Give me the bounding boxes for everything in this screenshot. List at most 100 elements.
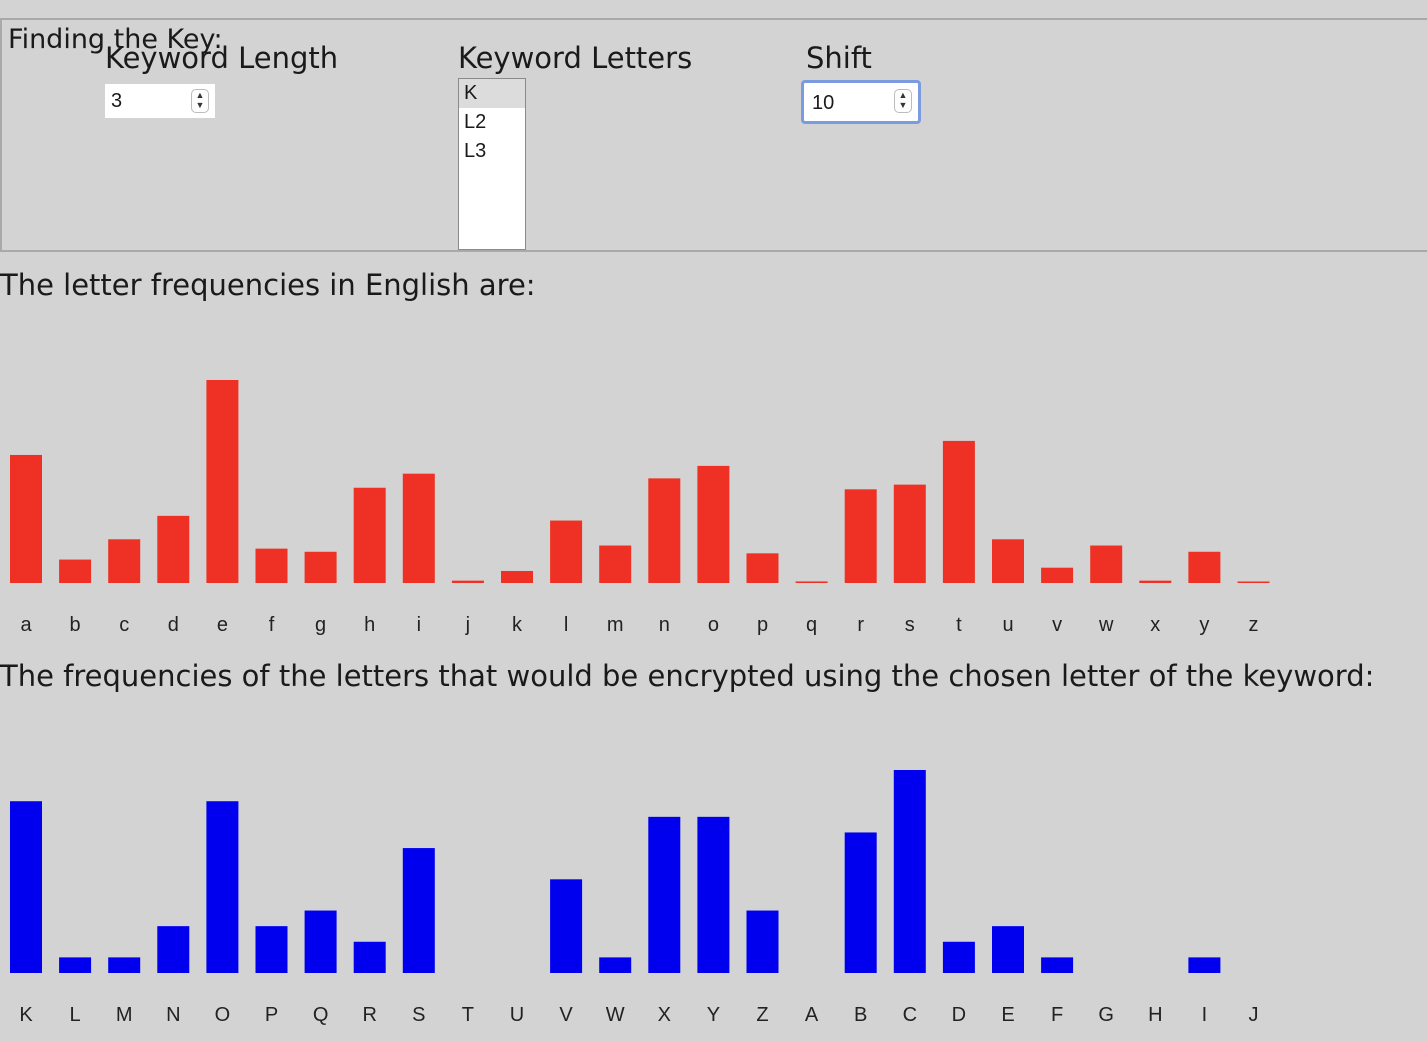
encrypted-tick-label: E: [1001, 1004, 1014, 1026]
english-tick-label: s: [905, 614, 915, 636]
encrypted-bar-D: [942, 941, 975, 973]
encrypted-tick-label: V: [559, 1004, 573, 1026]
keyword-letter-option[interactable]: K: [459, 79, 525, 108]
english-bar-f: [255, 548, 288, 583]
english-bar-b: [59, 559, 92, 583]
english-bar-k: [501, 570, 533, 583]
encrypted-bar-Y: [697, 816, 730, 973]
english-tick-label: u: [1002, 614, 1013, 636]
keyword-letters-list[interactable]: K L2 L3: [458, 78, 526, 250]
english-tick-label: n: [659, 614, 670, 636]
encrypted-tick-label: X: [658, 1004, 671, 1026]
encrypted-bar-X: [648, 816, 681, 973]
keyword-letters-label: Keyword Letters: [458, 41, 693, 75]
english-bar-h: [353, 487, 386, 583]
english-bar-s: [893, 484, 926, 583]
encrypted-tick-label: H: [1148, 1004, 1162, 1026]
encrypted-tick-label: Q: [313, 1004, 329, 1026]
encrypted-tick-label: B: [854, 1004, 867, 1026]
english-tick-label: t: [956, 614, 962, 636]
encrypted-bar-W: [599, 957, 632, 973]
encrypted-bar-F: [1041, 957, 1074, 973]
panel-legend: Finding the Key:: [8, 23, 227, 57]
encrypted-bar-N: [157, 926, 190, 973]
english-bar-y: [1188, 551, 1221, 583]
english-bar-o: [697, 465, 730, 583]
english-bar-i: [402, 473, 435, 583]
english-bar-e: [206, 380, 239, 583]
english-tick-label: o: [708, 614, 719, 636]
english-bar-a: [10, 454, 42, 583]
english-bar-v: [1041, 567, 1074, 583]
english-bar-q: [795, 581, 828, 583]
keyword-length-spinner[interactable]: 3 ▲ ▼: [105, 84, 215, 118]
encrypted-tick-label: U: [510, 1004, 524, 1026]
english-tick-label: b: [70, 614, 81, 636]
encrypted-bar-Q: [304, 910, 337, 973]
encrypted-tick-label: A: [805, 1004, 819, 1026]
encrypted-bar-L: [59, 957, 92, 973]
encrypted-bar-Z: [746, 910, 779, 973]
encrypted-tick-label: J: [1249, 1004, 1259, 1026]
spinner-arrows-icon[interactable]: ▲ ▼: [894, 89, 912, 113]
keyword-letter-option[interactable]: L3: [464, 140, 487, 162]
english-tick-label: f: [269, 614, 275, 636]
encrypted-tick-label: W: [606, 1004, 625, 1026]
encrypted-tick-label: O: [215, 1004, 231, 1026]
english-tick-label: k: [512, 614, 523, 636]
english-bar-m: [599, 545, 632, 583]
encrypted-tick-label: F: [1051, 1004, 1063, 1026]
encrypted-bar-C: [893, 770, 926, 973]
english-frequency-chart: a b c d e f g h i j k l m n o p q r s t u v w x y z: [10, 380, 1270, 636]
encrypted-frequencies-caption: The frequencies of the letters that woul…: [0, 659, 1375, 693]
encrypted-tick-label: Y: [707, 1004, 720, 1026]
encrypted-bar-M: [108, 957, 141, 973]
encrypted-tick-label: M: [116, 1004, 133, 1026]
shift-spinner[interactable]: 10 ▲ ▼: [801, 80, 921, 124]
english-tick-label: i: [417, 614, 421, 636]
encrypted-bar-E: [992, 926, 1024, 973]
keyword-length-value: 3: [111, 90, 123, 112]
english-tick-label: e: [217, 614, 228, 636]
english-bar-c: [108, 539, 141, 583]
encrypted-tick-label: D: [952, 1004, 966, 1026]
encrypted-bar-O: [206, 801, 239, 973]
english-bar-j: [451, 580, 484, 583]
english-bar-l: [550, 520, 583, 583]
encrypted-tick-label: R: [362, 1004, 376, 1026]
english-bar-w: [1090, 545, 1123, 583]
encrypted-bar-B: [844, 832, 877, 973]
encrypted-bar-V: [550, 879, 583, 973]
english-tick-label: j: [465, 614, 470, 636]
english-bar-t: [942, 440, 975, 583]
english-tick-label: p: [757, 614, 768, 636]
encrypted-tick-label: I: [1202, 1004, 1208, 1026]
finding-key-panel: Finding the Key:: [0, 18, 1427, 252]
english-bar-x: [1139, 580, 1172, 583]
encrypted-tick-label: G: [1098, 1004, 1114, 1026]
spinner-arrows-icon[interactable]: ▲ ▼: [191, 89, 209, 113]
english-tick-label: g: [315, 614, 326, 636]
english-tick-label: l: [564, 614, 568, 636]
english-bar-g: [304, 551, 337, 583]
english-tick-label: x: [1150, 614, 1160, 636]
encrypted-tick-label: P: [265, 1004, 278, 1026]
encrypted-tick-label: K: [19, 1004, 33, 1026]
english-tick-label: d: [168, 614, 179, 636]
encrypted-bar-R: [353, 941, 386, 973]
english-tick-label: r: [857, 614, 864, 636]
keyword-length-label: Keyword Length: [105, 41, 339, 75]
english-tick-label: v: [1052, 614, 1062, 636]
encrypted-tick-label: S: [412, 1004, 425, 1026]
encrypted-bar-P: [255, 926, 288, 973]
shift-value: 10: [812, 92, 835, 114]
english-frequencies-caption: The letter frequencies in English are:: [0, 268, 536, 302]
english-bar-z: [1237, 581, 1270, 583]
english-tick-label: w: [1098, 614, 1114, 636]
english-tick-label: a: [20, 614, 32, 636]
english-tick-label: z: [1249, 614, 1259, 636]
shift-label: Shift: [806, 41, 872, 75]
encrypted-tick-label: N: [166, 1004, 180, 1026]
keyword-letter-option[interactable]: L2: [464, 111, 487, 133]
